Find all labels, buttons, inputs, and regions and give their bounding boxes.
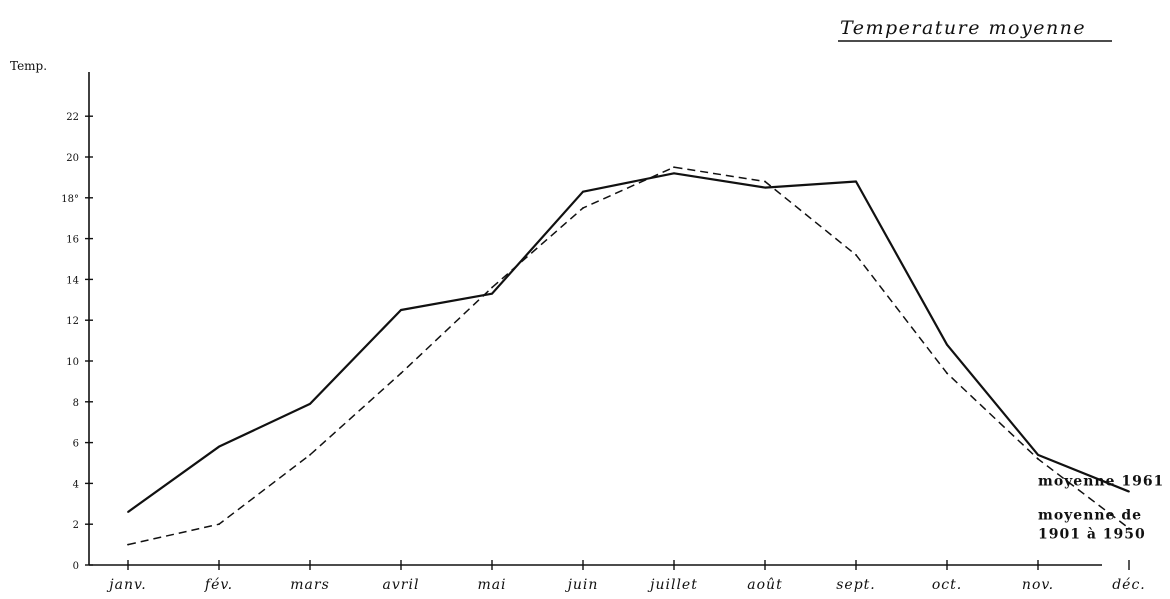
legend-label: moyenne 1961 [1038, 474, 1164, 490]
series-line-1 [127, 172, 1130, 513]
y-tick-label: 2 [73, 520, 79, 531]
data-point [582, 207, 584, 209]
data-point [218, 523, 220, 526]
y-ticks: 0 2 4 6 8 10 12 14 16 18° 20 22 [61, 112, 93, 572]
x-tick-label: mai [477, 577, 506, 593]
x-ticks: janv. fév. mars avril mai juin juillet août sept… [106, 560, 1145, 593]
y-tick-label: 22 [66, 112, 79, 123]
data-point [309, 402, 311, 405]
x-tick-label: janv. [106, 577, 146, 593]
y-tick-label: 10 [66, 357, 79, 368]
x-tick-label: août [747, 577, 782, 593]
data-point [400, 309, 402, 311]
y-tick-label: 6 [73, 439, 79, 450]
y-tick-label: 12 [66, 316, 79, 327]
x-tick-label: fév. [204, 577, 233, 593]
y-tick-label: 16 [66, 235, 79, 246]
data-point [673, 166, 675, 169]
data-point [491, 286, 493, 289]
data-point [1037, 458, 1039, 460]
x-tick-label: juillet [647, 577, 698, 593]
data-point [127, 511, 129, 513]
data-point [764, 186, 766, 189]
data-point [400, 372, 402, 375]
data-point [764, 180, 766, 183]
y-tick-label: 20 [66, 153, 79, 164]
data-point [1128, 490, 1130, 493]
y-tick-label: 4 [73, 479, 79, 490]
axes [88, 72, 1102, 566]
x-tick-label: avril [383, 577, 420, 593]
series-lines [127, 166, 1130, 546]
y-tick-label: 8 [73, 398, 79, 409]
legend: moyenne 1961 moyenne de 1901 à 1950 [1038, 474, 1164, 543]
data-point [1128, 527, 1130, 530]
data-point [855, 254, 857, 256]
chart-title: Temperature moyenne [840, 17, 1086, 39]
data-point [946, 343, 948, 346]
data-point [673, 172, 675, 175]
data-point [491, 292, 493, 295]
data-point [218, 445, 220, 448]
series-line-2 [127, 166, 1130, 546]
x-tick-label: oct. [932, 577, 962, 593]
data-point [309, 453, 311, 456]
y-tick-label: 0 [73, 561, 79, 572]
data-point [946, 372, 948, 375]
x-tick-label: nov. [1022, 577, 1054, 593]
y-tick-label: 18° [61, 194, 79, 205]
x-tick-label: juin [565, 577, 599, 593]
data-point [1037, 453, 1039, 456]
data-point [855, 180, 857, 183]
data-point [582, 190, 584, 193]
x-tick-label: déc. [1112, 577, 1146, 593]
x-tick-label: mars [290, 577, 330, 593]
data-point [127, 543, 129, 546]
legend-label: 1901 à 1950 [1038, 526, 1146, 542]
y-tick-label: 14 [66, 275, 79, 286]
legend-label: moyenne de [1038, 507, 1142, 523]
y-axis-label: Temp. [10, 59, 47, 73]
x-tick-label: sept. [836, 577, 876, 593]
